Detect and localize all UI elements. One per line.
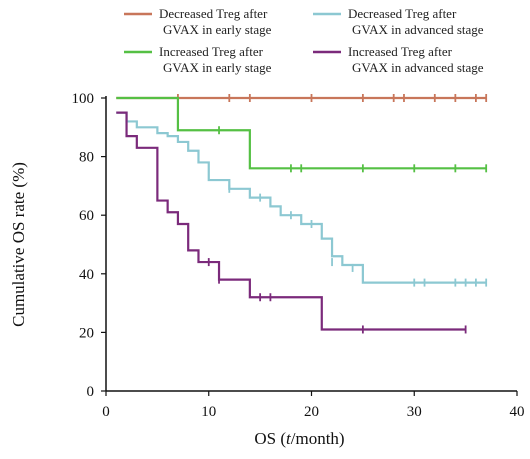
legend-label: GVAX in advanced stage bbox=[352, 22, 484, 37]
series-3 bbox=[116, 96, 488, 173]
x-tick-label: 20 bbox=[304, 404, 319, 420]
y-tick-label: 100 bbox=[72, 91, 95, 107]
axes: 0 10 20 30 40 0 20 40 60 80 100 bbox=[72, 91, 525, 420]
x-axis-title-part: /month) bbox=[291, 429, 345, 448]
x-tick-label: 40 bbox=[510, 404, 525, 420]
y-tick-label: 80 bbox=[79, 150, 94, 166]
series-line bbox=[116, 96, 487, 170]
series-4 bbox=[116, 111, 467, 334]
legend-label: Increased Treg after bbox=[159, 44, 264, 59]
x-axis-title-part: OS ( bbox=[254, 429, 286, 448]
legend-label: GVAX in advanced stage bbox=[352, 60, 484, 75]
series-line bbox=[116, 111, 487, 284]
x-tick-label: 30 bbox=[407, 404, 422, 420]
x-axis-title-part: t bbox=[286, 429, 292, 448]
series-line bbox=[116, 111, 466, 331]
x-axis-title: OS (t/month) bbox=[254, 429, 344, 448]
legend-label: GVAX in early stage bbox=[163, 22, 272, 37]
series-group bbox=[116, 94, 488, 334]
y-tick-label: 0 bbox=[87, 384, 95, 400]
legend-label: GVAX in early stage bbox=[163, 60, 272, 75]
legend-label: Decreased Treg after bbox=[159, 6, 268, 21]
y-tick-label: 20 bbox=[79, 325, 94, 341]
y-axis-title: Cumulative OS rate (%) bbox=[9, 162, 28, 327]
legend-label: Increased Treg after bbox=[348, 44, 453, 59]
y-tick-label: 60 bbox=[79, 208, 94, 224]
legend-label: Decreased Treg after bbox=[348, 6, 457, 21]
series-2 bbox=[116, 111, 488, 287]
y-tick-label: 40 bbox=[79, 267, 94, 283]
x-tick-label: 10 bbox=[201, 404, 216, 420]
x-tick-label: 0 bbox=[102, 404, 110, 420]
